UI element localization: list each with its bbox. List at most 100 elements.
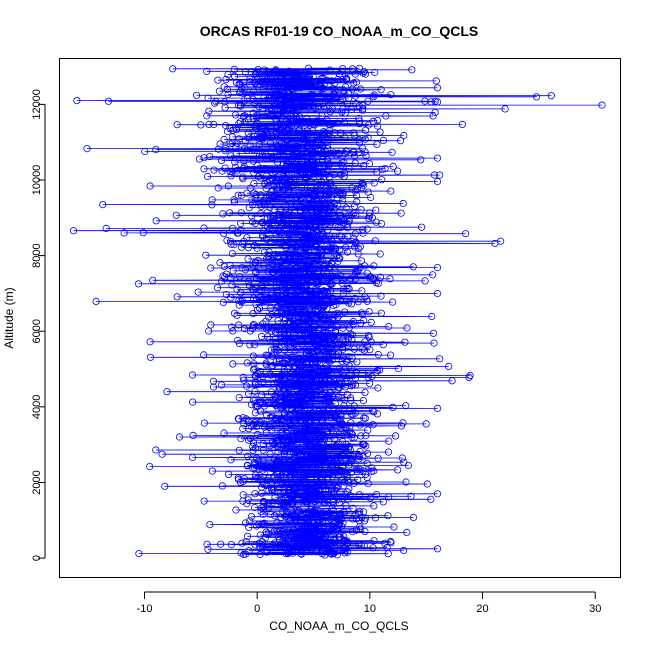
data-point bbox=[257, 332, 266, 340]
data-point bbox=[296, 227, 304, 235]
data-point bbox=[501, 105, 509, 113]
data-point bbox=[267, 139, 275, 147]
data-point bbox=[292, 251, 300, 259]
data-point bbox=[366, 346, 374, 354]
data-point bbox=[251, 471, 260, 479]
data-point bbox=[222, 122, 230, 130]
data-point bbox=[325, 377, 334, 386]
data-point bbox=[350, 152, 359, 160]
data-point bbox=[210, 166, 218, 174]
data-point bbox=[268, 478, 277, 486]
data-point bbox=[271, 250, 279, 259]
data-point bbox=[304, 118, 313, 126]
data-point bbox=[353, 185, 361, 193]
data-point bbox=[316, 273, 325, 281]
data-point bbox=[370, 262, 378, 270]
data-point bbox=[308, 296, 316, 304]
data-point bbox=[290, 376, 299, 384]
x-tick-label: 30 bbox=[589, 603, 601, 615]
data-point bbox=[273, 310, 282, 318]
data-point bbox=[355, 507, 364, 515]
data-point bbox=[279, 498, 288, 507]
data-point bbox=[253, 306, 262, 314]
data-point bbox=[308, 299, 316, 307]
data-point bbox=[378, 176, 386, 184]
data-point bbox=[361, 470, 370, 479]
data-point bbox=[266, 510, 275, 518]
data-point bbox=[334, 348, 343, 356]
data-point bbox=[245, 436, 253, 444]
data-point bbox=[221, 145, 230, 153]
data-point bbox=[346, 423, 354, 432]
data-point bbox=[146, 462, 154, 471]
data-point bbox=[260, 227, 268, 235]
data-point bbox=[230, 65, 238, 74]
data-point bbox=[229, 360, 237, 368]
data-point bbox=[355, 453, 363, 461]
data-point bbox=[251, 365, 259, 373]
data-point bbox=[238, 264, 246, 272]
data-point bbox=[231, 163, 239, 171]
data-point bbox=[240, 376, 248, 384]
data-point bbox=[261, 286, 269, 294]
data-point bbox=[323, 288, 331, 296]
data-point bbox=[292, 112, 300, 121]
data-point bbox=[248, 218, 257, 226]
data-point bbox=[251, 503, 259, 512]
data-point bbox=[253, 114, 261, 122]
data-point bbox=[399, 199, 407, 208]
data-point bbox=[175, 433, 184, 441]
data-point bbox=[311, 259, 319, 267]
data-point bbox=[316, 230, 324, 238]
data-point bbox=[430, 339, 438, 347]
data-point bbox=[286, 373, 294, 381]
data-point bbox=[301, 124, 309, 132]
data-point bbox=[351, 92, 360, 100]
data-point bbox=[298, 184, 306, 192]
y-axis: 0 2000 4000 6000 8000 10000 12000 bbox=[31, 89, 46, 561]
data-point bbox=[349, 320, 357, 329]
data-point bbox=[343, 471, 351, 479]
data-point bbox=[311, 436, 319, 445]
data-point bbox=[257, 275, 265, 283]
data-point bbox=[270, 212, 278, 220]
data-point bbox=[276, 137, 284, 145]
data-point bbox=[205, 107, 213, 115]
data-point bbox=[364, 188, 372, 196]
data-point bbox=[267, 524, 275, 532]
data-point bbox=[350, 479, 358, 487]
data-point bbox=[335, 431, 343, 439]
data-point bbox=[268, 412, 276, 420]
data-point bbox=[295, 176, 304, 184]
data-point bbox=[274, 173, 283, 181]
data-point bbox=[161, 482, 169, 490]
data-point bbox=[316, 413, 324, 422]
data-point bbox=[188, 453, 197, 462]
data-point bbox=[239, 424, 247, 433]
data-point bbox=[259, 457, 268, 465]
data-point bbox=[241, 68, 250, 76]
data-point bbox=[369, 275, 377, 283]
x-tick-label: 10 bbox=[364, 603, 376, 615]
data-point bbox=[341, 243, 350, 251]
data-point bbox=[225, 470, 233, 478]
data-point bbox=[234, 336, 242, 345]
data-point bbox=[325, 480, 333, 488]
data-point bbox=[336, 530, 344, 538]
data-point bbox=[292, 446, 300, 455]
data-point bbox=[321, 328, 329, 337]
data-point bbox=[313, 526, 321, 535]
data-point bbox=[211, 99, 219, 107]
data-point bbox=[146, 182, 154, 190]
data-point bbox=[327, 488, 335, 496]
data-point bbox=[276, 299, 284, 307]
data-point bbox=[297, 468, 305, 477]
data-point bbox=[339, 289, 347, 298]
data-point bbox=[331, 399, 339, 407]
data-point bbox=[313, 197, 321, 205]
data-point bbox=[348, 65, 357, 73]
data-point bbox=[300, 277, 308, 285]
data-point bbox=[291, 453, 299, 462]
data-point bbox=[358, 310, 366, 319]
data-point bbox=[243, 461, 251, 469]
